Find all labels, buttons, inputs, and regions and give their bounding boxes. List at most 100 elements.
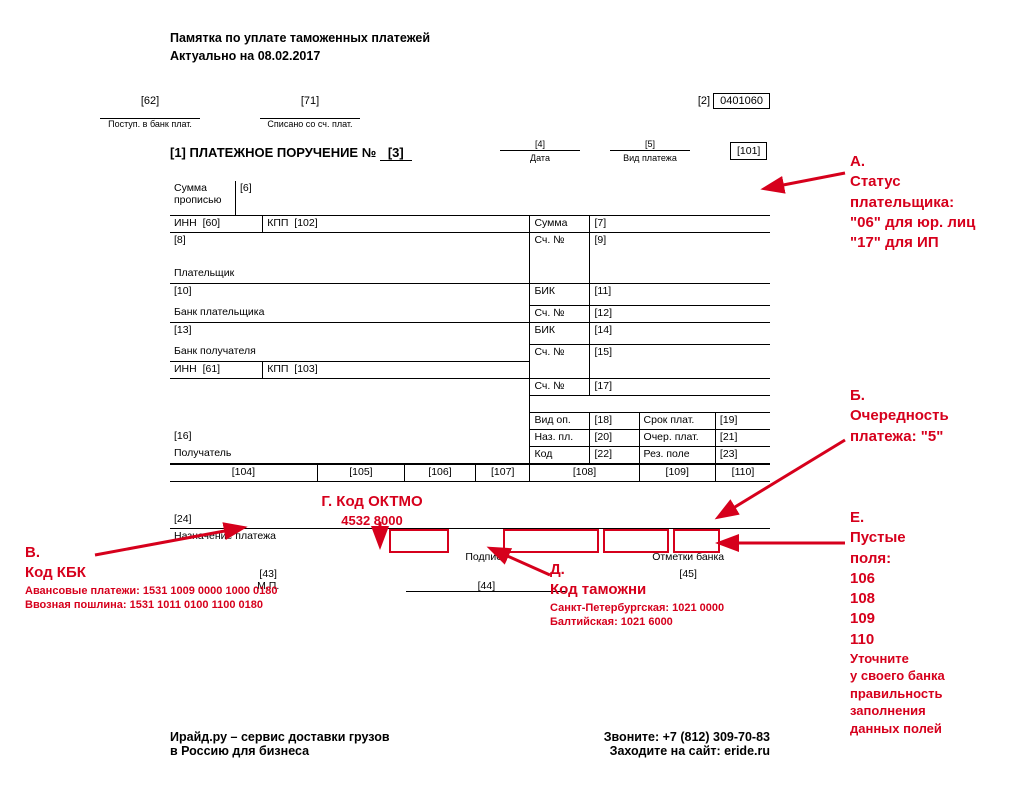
e-f4: 110 [850, 630, 945, 650]
inn-61: ИНН [61] [170, 361, 263, 378]
e-f2: 108 [850, 589, 945, 609]
b-title: Б. [850, 386, 949, 406]
header-line2: Актуально на 08.02.2017 [170, 48, 770, 66]
e-title: Е. [850, 508, 945, 528]
ocher: Очер. плат. [639, 429, 715, 446]
srok: Срок плат. [639, 412, 715, 429]
f107: [107] [475, 464, 530, 481]
f8-cell: [8] [170, 232, 530, 266]
d-l3: Балтийская: 1021 6000 [550, 615, 724, 630]
footer-l1: Ирайд.ру – сервис доставки грузов [170, 730, 604, 744]
footer-r2: Заходите на сайт: eride.ru [604, 744, 770, 758]
sch15-l: Сч. № [530, 344, 590, 378]
a-l2: плательщика: [850, 193, 975, 213]
box-109 [603, 529, 669, 553]
f22: [22] [590, 446, 639, 463]
a-title: А. [850, 152, 975, 172]
field-62: [62] Поступ. в банк плат. [100, 95, 200, 129]
arrow-a [770, 168, 850, 198]
bank-pol: Банк получателя [170, 344, 530, 361]
f20: [20] [590, 429, 639, 446]
d-l1: Код таможни [550, 580, 724, 600]
f5-label: Вид платежа [610, 153, 690, 163]
f10: [10] [170, 283, 530, 305]
f2-code: [2] [698, 95, 710, 107]
form-container: Памятка по уплате таможенных платежей Ак… [170, 30, 770, 593]
e-n5: данных полей [850, 720, 945, 738]
field-5: [5] Вид платежа [610, 139, 690, 151]
f14: [14] [590, 322, 770, 344]
box-108 [503, 529, 599, 553]
rez: Рез. поле [639, 446, 715, 463]
f16: [16] [170, 429, 530, 446]
field-2: [2] 0401060 [698, 95, 770, 107]
f108: [108] [530, 464, 639, 481]
f19: [19] [715, 412, 770, 429]
annot-g: Г. Код ОКТМО 4532 8000 [312, 492, 432, 530]
field-71: [71] Списано со сч. плат. [260, 95, 360, 129]
b-l2: платежа: "5" [850, 427, 949, 447]
f62-label: Поступ. в банк плат. [100, 119, 200, 129]
field-4: [4] Дата [500, 139, 580, 151]
footer-r1: Звоните: +7 (812) 309-70-83 [604, 730, 770, 744]
f105: [105] [317, 464, 404, 481]
a-l4: "17" для ИП [850, 233, 975, 253]
footer-right: Звоните: +7 (812) 309-70-83 Заходите на … [604, 730, 770, 758]
annot-v: В. Код КБК Авансовые платежи: 1531 1009 … [25, 543, 277, 613]
v-l2: Авансовые платежи: 1531 1009 0000 1000 0… [25, 584, 277, 599]
e-n3: правильность [850, 685, 945, 703]
title-row: [1] ПЛАТЕЖНОЕ ПОРУЧЕНИЕ № [3] [4] Дата [… [170, 139, 770, 169]
footer: Ирайд.ру – сервис доставки грузов в Росс… [170, 730, 770, 758]
field-101: [101] [730, 142, 767, 160]
box-106 [389, 529, 449, 553]
v-l3: Ввозная пошлина: 1531 1011 0100 1100 018… [25, 598, 277, 613]
inn-60: ИНН [60] [170, 215, 263, 232]
f71-code: [71] [260, 95, 360, 107]
e-l1: Пустые [850, 528, 945, 548]
f5-code: [5] [645, 139, 655, 149]
f62-code: [62] [100, 95, 200, 107]
f18: [18] [590, 412, 639, 429]
sch12-l: Сч. № [530, 305, 590, 322]
f23: [23] [715, 446, 770, 463]
title-text: [1] ПЛАТЕЖНОЕ ПОРУЧЕНИЕ № [170, 145, 376, 160]
f15: [15] [590, 344, 770, 378]
footer-l2: в Россию для бизнеса [170, 744, 604, 758]
e-l2: поля: [850, 549, 945, 569]
e-n4: заполнения [850, 702, 945, 720]
sch9-l: Сч. № [530, 232, 590, 283]
g-title: Г. Код ОКТМО [312, 492, 432, 512]
v-title: В. [25, 543, 277, 563]
f11: [11] [590, 283, 770, 305]
annot-b: Б. Очередность платежа: "5" [850, 386, 949, 447]
d-title: Д. [550, 560, 724, 580]
f12: [12] [590, 305, 770, 322]
a-l1: Статус [850, 172, 975, 192]
f104: [104] [170, 464, 317, 481]
f110: [110] [715, 464, 770, 481]
footer-left: Ирайд.ру – сервис доставки грузов в Росс… [170, 730, 604, 758]
f71-label: Списано со сч. плат. [260, 119, 360, 129]
annot-a: А. Статус плательщика: "06" для юр. лиц … [850, 152, 975, 253]
kpp-103: КПП [103] [263, 361, 530, 378]
title-no: [3] [380, 145, 412, 161]
f24: [24] [170, 512, 770, 529]
bank-plat: Банк плательщика [170, 305, 530, 322]
f4-label: Дата [500, 153, 580, 163]
summa: Сумма [530, 215, 590, 232]
form-title: [1] ПЛАТЕЖНОЕ ПОРУЧЕНИЕ № [3] [170, 145, 412, 160]
codes-row: [104] [105] [106] [107] [108] [109] [110… [170, 464, 770, 482]
payment-form-table: Сумма прописью [6] ИНН [60] КПП [102] Су… [170, 181, 770, 464]
summa-label: Сумма прописью [170, 181, 235, 215]
vidop: Вид оп. [530, 412, 590, 429]
memo-header: Памятка по уплате таможенных платежей Ак… [170, 30, 770, 65]
a-l3: "06" для юр. лиц [850, 213, 975, 233]
v-l1: Код КБК [25, 563, 277, 583]
sch17-l: Сч. № [530, 378, 590, 395]
g-l1: 4532 8000 [312, 512, 432, 530]
box-110 [673, 529, 720, 553]
f6: [6] [235, 181, 770, 215]
f109: [109] [639, 464, 715, 481]
blank-17 [170, 378, 530, 429]
f2-val: 0401060 [713, 93, 770, 109]
